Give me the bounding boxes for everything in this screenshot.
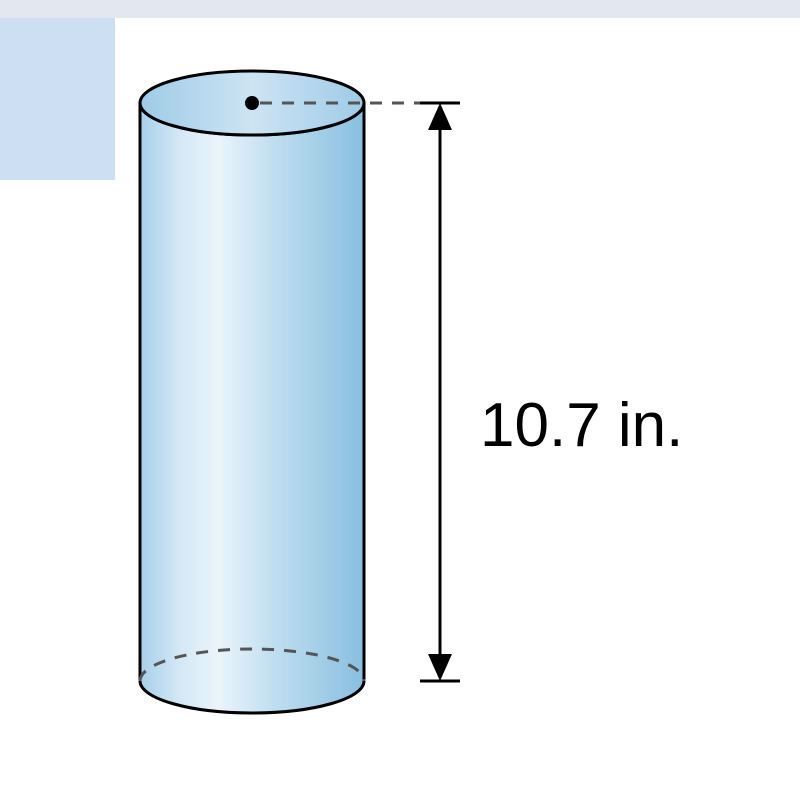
arrow-down-icon — [428, 654, 452, 681]
center-dot — [245, 96, 259, 110]
height-label: 10.7 in. — [480, 390, 683, 461]
cylinder-body — [140, 103, 364, 713]
arrow-up-icon — [428, 103, 452, 130]
